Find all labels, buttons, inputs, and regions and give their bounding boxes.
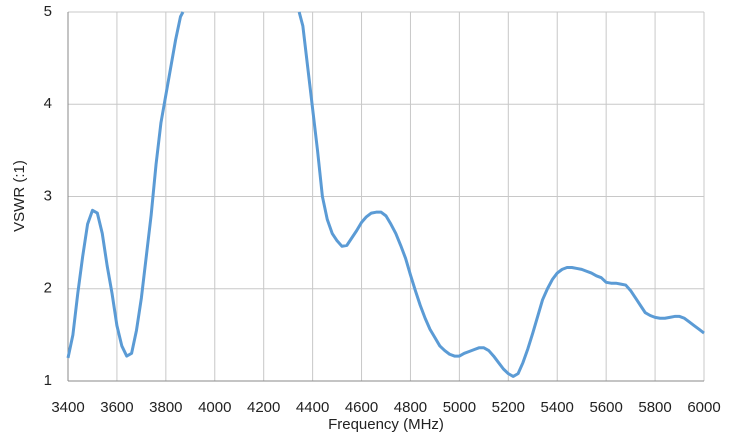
x-tick-label: 3400 (51, 399, 84, 416)
x-tick-label: 4200 (247, 399, 280, 416)
y-axis-label: VSWR (:1) (11, 160, 28, 232)
y-tick-label: 5 (44, 3, 52, 20)
x-axis-label: Frequency (MHz) (328, 416, 444, 433)
x-tick-label: 5800 (638, 399, 671, 416)
x-tick-label: 3800 (149, 399, 182, 416)
y-tick-label: 2 (44, 280, 52, 297)
x-tick-label: 5600 (589, 399, 622, 416)
x-tick-label: 5000 (443, 399, 476, 416)
x-tick-label: 4400 (296, 399, 329, 416)
x-tick-label: 5400 (541, 399, 574, 416)
data-line (66, 11, 705, 378)
x-tick-label: 6000 (687, 399, 720, 416)
y-tick-label: 4 (44, 95, 52, 112)
x-tick-label: 4000 (198, 399, 231, 416)
y-tick-label: 1 (44, 372, 52, 389)
x-tick-label: 4600 (345, 399, 378, 416)
x-tick-label: 4800 (394, 399, 427, 416)
x-tick-label: 3600 (100, 399, 133, 416)
x-tick-label: 5200 (492, 399, 525, 416)
y-tick-label: 3 (44, 187, 52, 204)
